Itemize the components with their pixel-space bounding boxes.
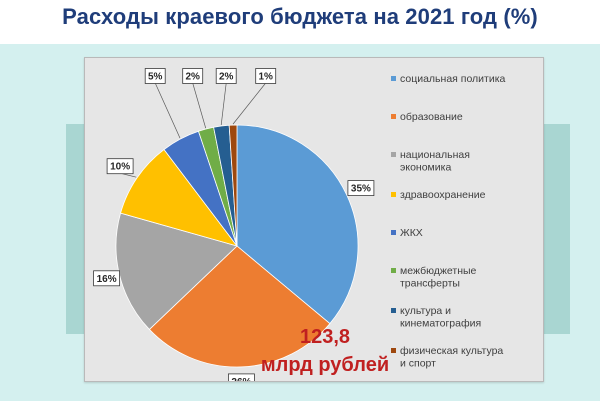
- total-amount: 123,8 млрд рублей: [261, 326, 389, 376]
- legend-item-социальная-политика: социальная политика: [391, 73, 506, 85]
- data-label-национальная-экономика: 16%: [93, 270, 121, 287]
- data-label-text: 2%: [185, 72, 200, 83]
- legend-swatch: [391, 152, 396, 157]
- data-label-образование: 26%: [227, 373, 255, 381]
- data-label-text: 35%: [351, 184, 371, 195]
- legend-label: национальная: [400, 149, 470, 161]
- legend-label: экономика: [400, 162, 451, 174]
- data-label-здравоохранение: 10%: [106, 158, 134, 175]
- total-amount-unit: млрд рублей: [261, 354, 389, 376]
- data-label-социальная-политика: 35%: [347, 180, 375, 196]
- pie-slice-здравоохранение: [120, 148, 239, 247]
- pie-chart: 35% 26% 16% 10% 5% 2% 2% 1% социальная политика о…: [93, 68, 506, 381]
- legend-item-жкх: ЖКХ: [391, 227, 423, 239]
- legend-label: здравоохранение: [400, 189, 486, 201]
- page-title: Расходы краевого бюджета на 2021 год (%): [62, 4, 538, 29]
- leader-line: [154, 82, 181, 139]
- legend-swatch: [391, 114, 396, 119]
- legend-label: и спорт: [400, 358, 436, 370]
- data-label-text: 26%: [231, 377, 251, 381]
- data-label-box: [182, 68, 204, 84]
- legend-label: физическая культура: [400, 345, 503, 357]
- legend-swatch: [391, 76, 396, 81]
- data-label-box: [255, 68, 277, 84]
- chart-frame: 35% 26% 16% 10% 5% 2% 2% 1% социальная политика о…: [84, 57, 544, 382]
- leader-line: [232, 82, 266, 125]
- data-label-физическая-культура-и-спорт: 1%: [255, 68, 277, 84]
- data-label-box: [215, 68, 237, 84]
- pie-slice-образование: [148, 245, 331, 368]
- legend-label: кинематография: [400, 318, 481, 330]
- legend-label: трансферты: [400, 278, 460, 290]
- legend-item-образование: образование: [391, 111, 463, 123]
- data-label-box: [93, 270, 121, 287]
- legend-swatch: [391, 268, 396, 273]
- legend-label: культура и: [400, 305, 451, 317]
- data-label-text: 10%: [110, 162, 130, 173]
- legend-swatch: [391, 308, 396, 313]
- data-label-box: [347, 180, 375, 196]
- leader-line: [192, 82, 207, 129]
- leader-line: [220, 82, 227, 126]
- pie-slices: [115, 124, 359, 368]
- legend-label: социальная политика: [400, 73, 506, 85]
- data-labels: 35% 26% 16% 10% 5% 2% 2% 1%: [93, 68, 375, 381]
- data-label-box: [106, 158, 134, 175]
- pie-slice-физическая-культура-и-спорт: [228, 124, 238, 247]
- legend-swatch: [391, 192, 396, 197]
- legend: социальная политика образование национальн…: [391, 73, 506, 370]
- data-label-культура-и-кинематография: 2%: [215, 68, 237, 84]
- data-label-жкх: 5%: [144, 68, 166, 84]
- data-label-межбюджетные-трансферты: 2%: [182, 68, 204, 84]
- legend-label: ЖКХ: [400, 227, 423, 239]
- data-label-text: 16%: [97, 274, 117, 285]
- data-label-box: [144, 68, 166, 84]
- data-label-text: 2%: [219, 72, 234, 83]
- legend-label: образование: [400, 111, 463, 123]
- legend-swatch: [391, 348, 396, 353]
- leader-lines: [120, 82, 266, 178]
- data-label-text: 5%: [148, 72, 163, 83]
- total-amount-value: 123,8: [300, 326, 350, 348]
- pie-slice-социальная-политика: [236, 124, 359, 325]
- legend-item-здравоохранение: здравоохранение: [391, 189, 486, 201]
- legend-swatch: [391, 230, 396, 235]
- data-label-text: 1%: [258, 72, 273, 83]
- data-label-box: [227, 373, 255, 381]
- legend-label: межбюджетные: [400, 265, 477, 277]
